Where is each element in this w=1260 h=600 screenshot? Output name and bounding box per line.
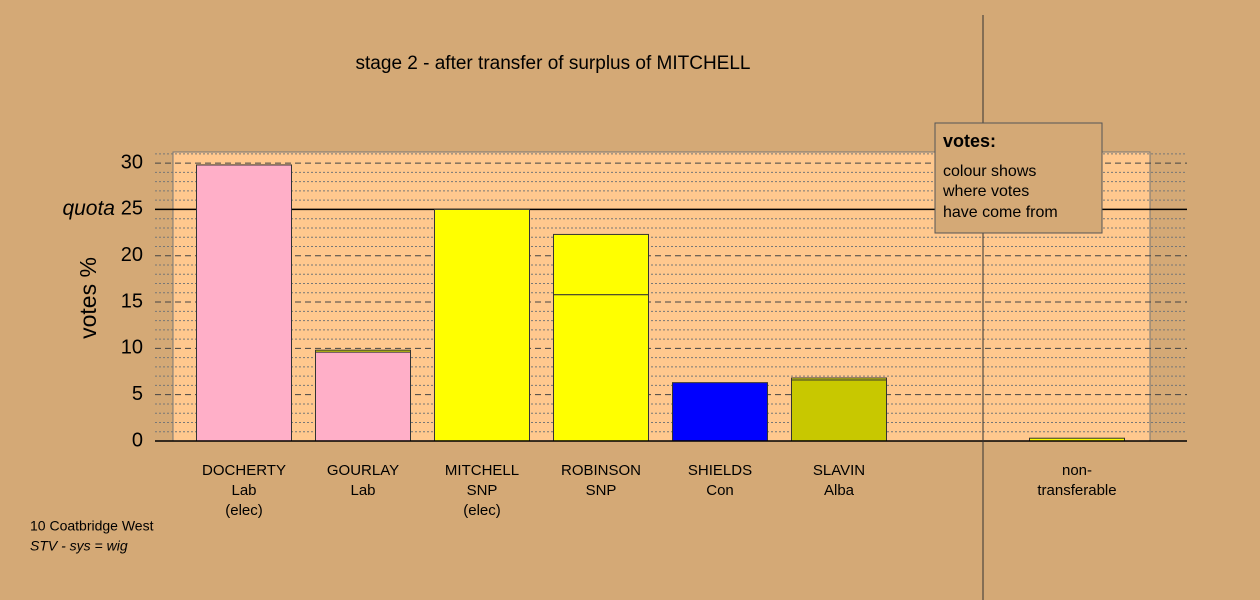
legend-text: have come from <box>943 204 1058 221</box>
y-tick-label: 25 <box>121 198 143 220</box>
bar-segment <box>791 377 887 381</box>
legend-title: votes: <box>943 131 996 151</box>
bar-segment <box>315 351 411 442</box>
x-tick-label: GOURLAY <box>327 462 399 479</box>
x-tick-label: ROBINSON <box>561 462 641 479</box>
y-tick-label: 30 <box>121 151 143 173</box>
x-tick-label: transferable <box>1037 482 1116 499</box>
x-tick-label: SHIELDS <box>688 462 752 479</box>
y-tick-label: 20 <box>121 244 143 266</box>
bar-segment <box>553 233 649 296</box>
y-tick-label: 0 <box>132 429 143 451</box>
x-tick-label: Alba <box>824 482 855 499</box>
x-tick-label: Lab <box>231 482 256 499</box>
x-tick-label: DOCHERTY <box>202 462 286 479</box>
quota-label: quota <box>62 197 115 220</box>
y-axis-title: votes % <box>75 257 101 339</box>
x-tick-label: SNP <box>586 482 617 499</box>
y-tick-label: 10 <box>121 337 143 359</box>
y-tick-label: 15 <box>121 290 143 312</box>
x-tick-label: (elec) <box>463 502 501 519</box>
x-tick-label: Con <box>706 482 734 499</box>
footnote: STV - sys = wig <box>30 538 128 554</box>
footnote: 10 Coatbridge West <box>30 518 154 534</box>
legend-box <box>934 122 1103 234</box>
bar-segment <box>791 379 887 442</box>
legend-text: colour shows <box>943 163 1036 180</box>
x-tick-label: SNP <box>467 482 498 499</box>
x-tick-label: non- <box>1062 462 1092 479</box>
legend: votes: colour shows where votes have com… <box>934 122 1103 234</box>
bar-segment <box>196 164 292 442</box>
bars <box>196 164 1125 442</box>
y-tick-label: 5 <box>132 383 143 405</box>
chart-title: stage 2 - after transfer of surplus of M… <box>356 53 751 74</box>
grid <box>155 153 1187 433</box>
bar-segment <box>672 382 768 442</box>
x-tick-label: SLAVIN <box>813 462 865 479</box>
bar-segment <box>315 349 411 353</box>
x-tick-label: (elec) <box>225 502 263 519</box>
bar-segment <box>434 208 530 442</box>
x-tick-label: Lab <box>350 482 375 499</box>
bar-segment <box>553 294 649 442</box>
x-tick-label: MITCHELL <box>445 462 519 479</box>
legend-text: where votes <box>942 183 1029 200</box>
